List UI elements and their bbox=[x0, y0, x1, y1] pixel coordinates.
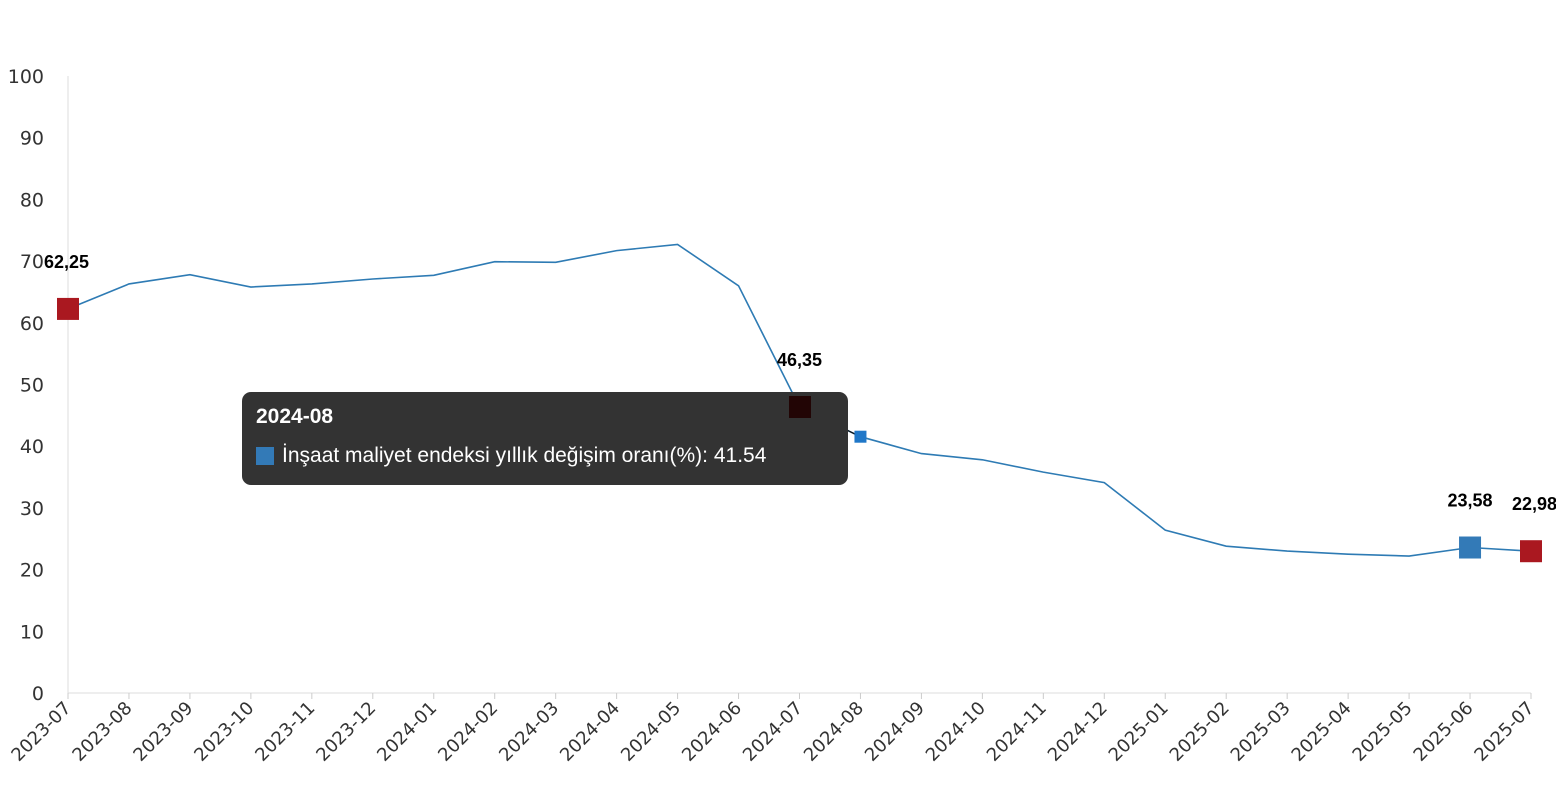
x-tick-label: 2025-01 bbox=[1105, 698, 1173, 766]
y-tick-label: 50 bbox=[20, 375, 44, 397]
x-tick-label: 2024-09 bbox=[861, 698, 929, 766]
x-tick-label: 2024-07 bbox=[739, 698, 807, 766]
tooltip-title: 2024-08 bbox=[256, 405, 334, 428]
x-tick-label: 2025-03 bbox=[1227, 698, 1295, 766]
x-tick-label: 2023-12 bbox=[312, 698, 380, 766]
data-label: 22,98 bbox=[1512, 494, 1556, 514]
x-axis-ticks: 2023-072023-082023-092023-102023-112023-… bbox=[7, 693, 1539, 766]
y-tick-label: 90 bbox=[20, 128, 44, 150]
highlight-marker bbox=[1459, 536, 1482, 559]
x-tick-label: 2024-01 bbox=[373, 698, 441, 766]
x-tick-label: 2024-05 bbox=[617, 698, 685, 766]
data-label: 46,35 bbox=[777, 350, 822, 370]
x-tick-label: 2023-07 bbox=[7, 698, 75, 766]
x-tick-label: 2023-09 bbox=[129, 698, 197, 766]
tooltip: 2024-08 İnşaat maliyet endeksi yıllık de… bbox=[242, 392, 848, 485]
x-tick-label: 2023-08 bbox=[68, 698, 136, 766]
y-tick-label: 100 bbox=[8, 66, 44, 88]
tooltip-value: : 41.54 bbox=[702, 444, 767, 467]
x-tick-label: 2023-10 bbox=[190, 698, 258, 766]
x-tick-label: 2024-03 bbox=[495, 698, 563, 766]
y-axis-ticks: 0 10 20 30 40 50 60 70 80 90 100 bbox=[8, 66, 44, 705]
x-tick-label: 2025-04 bbox=[1288, 698, 1356, 766]
y-tick-label: 60 bbox=[20, 313, 44, 335]
x-tick-label: 2024-08 bbox=[800, 698, 868, 766]
x-tick-label: 2025-02 bbox=[1166, 698, 1234, 766]
x-tick-label: 2024-06 bbox=[678, 698, 746, 766]
x-tick-label: 2024-04 bbox=[556, 698, 624, 766]
x-tick-label: 2024-02 bbox=[434, 698, 502, 766]
highlight-marker bbox=[57, 297, 79, 320]
highlight-marker-overlay bbox=[788, 396, 811, 419]
hovered-point-marker[interactable] bbox=[854, 430, 867, 443]
x-tick-label: 2025-07 bbox=[1470, 698, 1538, 766]
x-tick-label: 2024-11 bbox=[983, 698, 1051, 766]
y-tick-label: 40 bbox=[20, 436, 44, 458]
y-tick-label: 10 bbox=[20, 621, 44, 643]
y-tick-label: 20 bbox=[20, 560, 44, 582]
x-tick-label: 2025-06 bbox=[1410, 698, 1478, 766]
tooltip-row: İnşaat maliyet endeksi yıllık değişim or… bbox=[256, 443, 834, 469]
x-tick-label: 2024-12 bbox=[1044, 698, 1112, 766]
y-tick-label: 70 bbox=[20, 251, 44, 273]
x-tick-label: 2025-05 bbox=[1349, 698, 1417, 766]
x-tick-label: 2023-11 bbox=[251, 698, 319, 766]
highlight-marker bbox=[1520, 540, 1542, 563]
y-tick-label: 30 bbox=[20, 498, 44, 520]
highlight-markers bbox=[57, 297, 1542, 563]
y-tick-label: 0 bbox=[32, 683, 44, 705]
tooltip-swatch bbox=[256, 447, 274, 465]
y-tick-label: 80 bbox=[20, 189, 44, 211]
x-tick-label: 2024-10 bbox=[922, 698, 990, 766]
data-labels: 62,25 46,35 23,58 22,98 bbox=[44, 252, 1556, 514]
tooltip-series-name: İnşaat maliyet endeksi yıllık değişim or… bbox=[282, 444, 703, 467]
data-label: 23,58 bbox=[1448, 491, 1493, 511]
data-label: 62,25 bbox=[44, 252, 89, 272]
